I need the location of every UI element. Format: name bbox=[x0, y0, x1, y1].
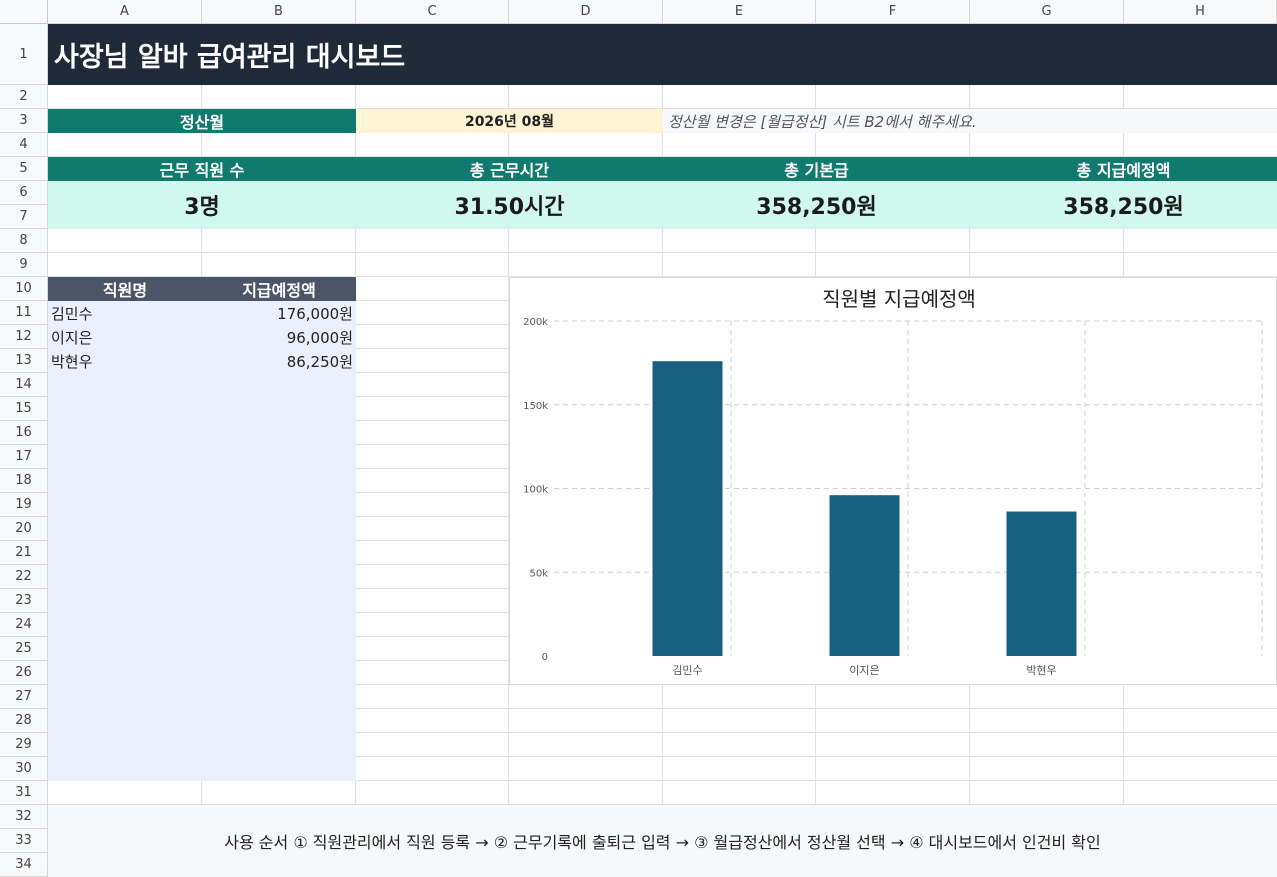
chart-title: 직원별 지급예정액 bbox=[822, 287, 976, 311]
employee-name-cell[interactable]: 이지은 bbox=[51, 328, 93, 347]
chart-bar bbox=[652, 361, 723, 656]
row-header[interactable]: 34 bbox=[0, 853, 48, 877]
row-header[interactable]: 24 bbox=[0, 613, 48, 637]
column-gridline bbox=[508, 24, 509, 877]
period-note[interactable]: 정산월 변경은 [월급정산] 시트 B2에서 해주세요. bbox=[663, 109, 1277, 133]
row-header[interactable]: 26 bbox=[0, 661, 48, 685]
row-header[interactable]: 25 bbox=[0, 637, 48, 661]
column-header-b[interactable]: B bbox=[202, 0, 356, 24]
row-header[interactable]: 10 bbox=[0, 277, 48, 301]
period-label[interactable]: 정산월 bbox=[48, 109, 356, 133]
row-header[interactable]: 30 bbox=[0, 757, 48, 781]
period-value[interactable]: 2026년 08월 bbox=[356, 109, 663, 133]
kpi-label-staff-count[interactable]: 근무 직원 수 bbox=[48, 157, 356, 181]
employee-pay-cell[interactable]: 176,000원 bbox=[277, 304, 353, 323]
row-header[interactable]: 1 bbox=[0, 24, 48, 85]
kpi-label-base-pay[interactable]: 총 기본급 bbox=[663, 157, 970, 181]
kpi-value-total-hours[interactable]: 31.50시간 bbox=[356, 181, 663, 229]
row-header[interactable]: 7 bbox=[0, 205, 48, 229]
row-header[interactable]: 33 bbox=[0, 829, 48, 853]
column-header-c[interactable]: C bbox=[356, 0, 509, 24]
row-header[interactable]: 5 bbox=[0, 157, 48, 181]
row-header[interactable]: 8 bbox=[0, 229, 48, 253]
chart-bar bbox=[829, 495, 900, 656]
kpi-label-total-payout[interactable]: 총 지급예정액 bbox=[970, 157, 1277, 181]
row-header[interactable]: 32 bbox=[0, 805, 48, 829]
kpi-value-total-payout[interactable]: 358,250원 bbox=[970, 181, 1277, 229]
row-header[interactable]: 27 bbox=[0, 685, 48, 709]
row-header[interactable]: 23 bbox=[0, 589, 48, 613]
payout-bar-chart[interactable]: 직원별 지급예정액 0 50k 100k 150k 200k 김민수 이지은 박현우 bbox=[509, 277, 1277, 685]
kpi-value-base-pay[interactable]: 358,250원 bbox=[663, 181, 970, 229]
usage-instructions[interactable]: 사용 순서 ① 직원관리에서 직원 등록 → ② 근무기록에 출퇴근 입력 → … bbox=[48, 805, 1277, 877]
chart-y-tick-label: 200k bbox=[523, 317, 548, 328]
row-header[interactable]: 29 bbox=[0, 733, 48, 757]
row-header[interactable]: 12 bbox=[0, 325, 48, 349]
table-header-name[interactable]: 직원명 bbox=[48, 277, 202, 301]
row-header[interactable]: 6 bbox=[0, 181, 48, 205]
chart-bar bbox=[1006, 511, 1077, 656]
select-all-corner[interactable] bbox=[0, 0, 48, 24]
kpi-label-total-hours[interactable]: 총 근무시간 bbox=[356, 157, 663, 181]
row-header[interactable]: 22 bbox=[0, 565, 48, 589]
table-header-pay[interactable]: 지급예정액 bbox=[202, 277, 356, 301]
row-header[interactable]: 19 bbox=[0, 493, 48, 517]
chart-x-tick-label: 박현우 bbox=[1026, 664, 1056, 677]
employee-pay-cell[interactable]: 96,000원 bbox=[286, 328, 353, 347]
row-header[interactable]: 11 bbox=[0, 301, 48, 325]
chart-x-tick-label: 김민수 bbox=[672, 664, 702, 677]
dashboard-title[interactable]: 사장님 알바 급여관리 대시보드 bbox=[48, 24, 1277, 85]
kpi-value-staff-count[interactable]: 3명 bbox=[48, 181, 356, 229]
row-header[interactable]: 20 bbox=[0, 517, 48, 541]
row-header[interactable]: 9 bbox=[0, 253, 48, 277]
column-header-f[interactable]: F bbox=[816, 0, 970, 24]
chart-y-tick-label: 100k bbox=[523, 485, 548, 496]
column-header-g[interactable]: G bbox=[970, 0, 1124, 24]
row-header[interactable]: 13 bbox=[0, 349, 48, 373]
row-header[interactable]: 31 bbox=[0, 781, 48, 805]
chart-x-tick-label: 이지은 bbox=[849, 664, 879, 677]
column-header-a[interactable]: A bbox=[48, 0, 202, 24]
employee-name-cell[interactable]: 박현우 bbox=[51, 352, 93, 371]
row-header[interactable]: 2 bbox=[0, 85, 48, 109]
chart-y-tick-label: 50k bbox=[529, 568, 548, 579]
employee-pay-cell[interactable]: 86,250원 bbox=[286, 352, 353, 371]
row-header[interactable]: 3 bbox=[0, 109, 48, 133]
chart-canvas: 직원별 지급예정액 0 50k 100k 150k 200k 김민수 이지은 박현우 bbox=[523, 287, 1263, 677]
row-header[interactable]: 15 bbox=[0, 397, 48, 421]
employee-table-body bbox=[48, 301, 356, 781]
row-header[interactable]: 14 bbox=[0, 373, 48, 397]
row-header[interactable]: 17 bbox=[0, 445, 48, 469]
row-header[interactable]: 21 bbox=[0, 541, 48, 565]
row-header[interactable]: 18 bbox=[0, 469, 48, 493]
chart-y-tick-label: 150k bbox=[523, 401, 548, 412]
column-header-e[interactable]: E bbox=[663, 0, 816, 24]
row-header[interactable]: 28 bbox=[0, 709, 48, 733]
employee-name-cell[interactable]: 김민수 bbox=[51, 304, 93, 323]
column-header-d[interactable]: D bbox=[509, 0, 663, 24]
column-header-h[interactable]: H bbox=[1124, 0, 1277, 24]
row-header[interactable]: 16 bbox=[0, 421, 48, 445]
row-header[interactable]: 4 bbox=[0, 133, 48, 157]
chart-y-tick-label: 0 bbox=[542, 652, 548, 663]
